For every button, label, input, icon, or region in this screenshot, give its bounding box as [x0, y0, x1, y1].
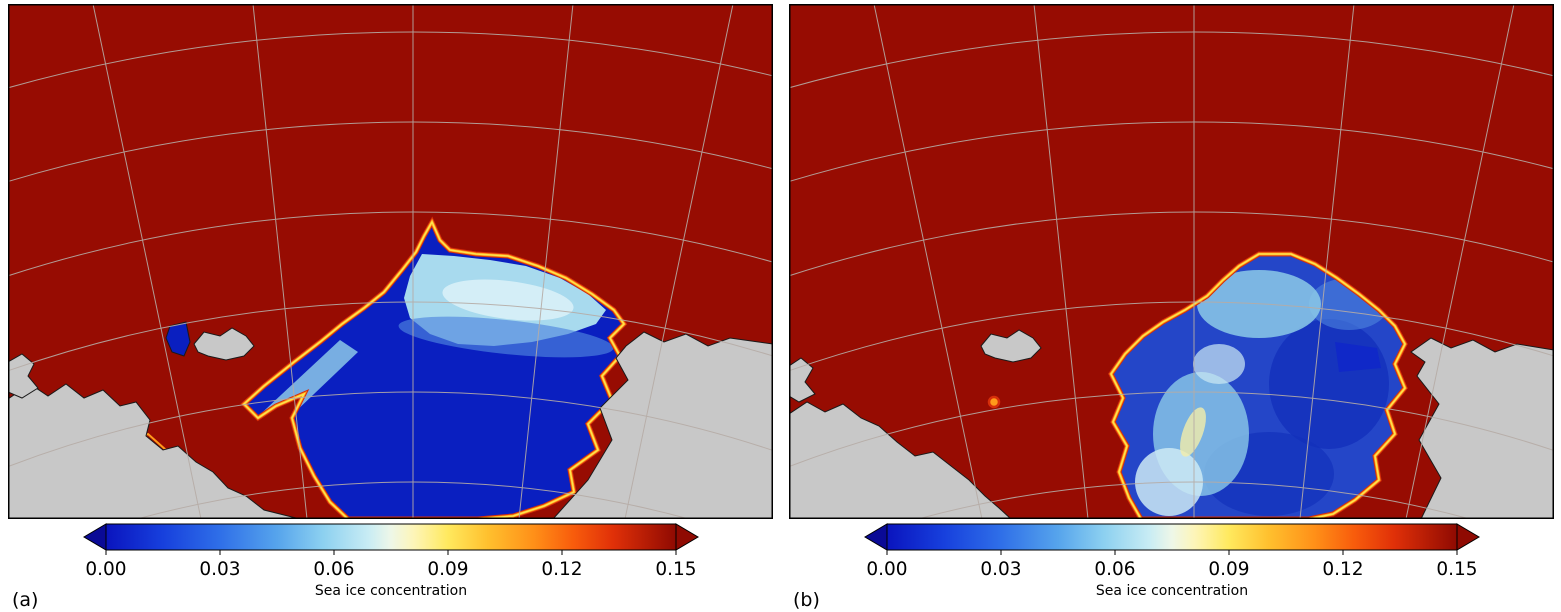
pale-patch-b	[1193, 344, 1245, 384]
yellow-streak-b	[1180, 407, 1206, 457]
colorbar-area-a: 0.00 0.03 0.06 0.09 0.12 0.15 Sea ice co…	[12, 523, 699, 609]
orange-spot-b	[987, 395, 1001, 409]
colorbar-tick-label: 0.06	[313, 559, 354, 580]
colorbar-ticks-a	[105, 550, 677, 555]
colorbar-tick-label: 0.00	[85, 559, 126, 580]
colorbar-over-arrow-b	[1456, 523, 1480, 551]
colorbar-gradient-a	[105, 523, 677, 551]
colorbar-caption-b: Sea ice concentration	[1096, 583, 1248, 599]
island-b	[980, 329, 1042, 363]
water-patch-right-b	[1335, 342, 1381, 372]
colorbar-under-arrow-b	[864, 523, 888, 551]
graticule-a	[8, 4, 773, 519]
colorbar-tick-label: 0.15	[655, 559, 696, 580]
landmass-left-b	[789, 401, 1012, 519]
colorbar-gradient-b	[886, 523, 1458, 551]
figure-panel-b: 0.00 0.03 0.06 0.09 0.12 0.15 Sea ice co…	[789, 4, 1554, 609]
colorbar-tick-label: 0.12	[541, 559, 582, 580]
colorbar-ticks-b	[886, 550, 1458, 555]
panel-letter-b: (b)	[793, 589, 820, 609]
water-patch-near-island-a	[165, 321, 191, 357]
dark-patch-b	[1269, 319, 1389, 449]
colorbar-tick-label: 0.03	[199, 559, 240, 580]
landmass-right-b	[1410, 337, 1554, 519]
colorbar-caption-a: Sea ice concentration	[315, 583, 467, 599]
colorbar-tick-label: 0.15	[1436, 559, 1477, 580]
colorbar-tick-label: 0.09	[1208, 559, 1249, 580]
colorbar-tick-label: 0.12	[1322, 559, 1363, 580]
colorbar-under-arrow-a	[83, 523, 107, 551]
graticule-b	[789, 4, 1554, 519]
colorbar-tick-label: 0.03	[980, 559, 1021, 580]
colorbar-tick-label: 0.00	[866, 559, 907, 580]
figure-panel-a: 0.00 0.03 0.06 0.09 0.12 0.15 Sea ice co…	[8, 4, 773, 609]
colorbar-tick-label: 0.06	[1094, 559, 1135, 580]
panel-letter-a: (a)	[12, 589, 38, 609]
colorbar-over-arrow-a	[675, 523, 699, 551]
map-frame-a	[8, 4, 773, 519]
landmass-right-a	[552, 331, 773, 519]
mid-ice-band-a	[398, 316, 614, 358]
colorbar-area-b: 0.00 0.03 0.06 0.09 0.12 0.15 Sea ice co…	[793, 523, 1480, 609]
landmass-left-a	[8, 383, 301, 519]
island-a	[193, 327, 255, 361]
map-b	[789, 4, 1554, 519]
map-a	[8, 4, 773, 519]
colorbar-tick-label: 0.09	[427, 559, 468, 580]
land-a	[8, 321, 773, 519]
land-b	[789, 329, 1554, 519]
edge-island-a	[8, 353, 39, 399]
map-frame-b	[789, 4, 1554, 519]
